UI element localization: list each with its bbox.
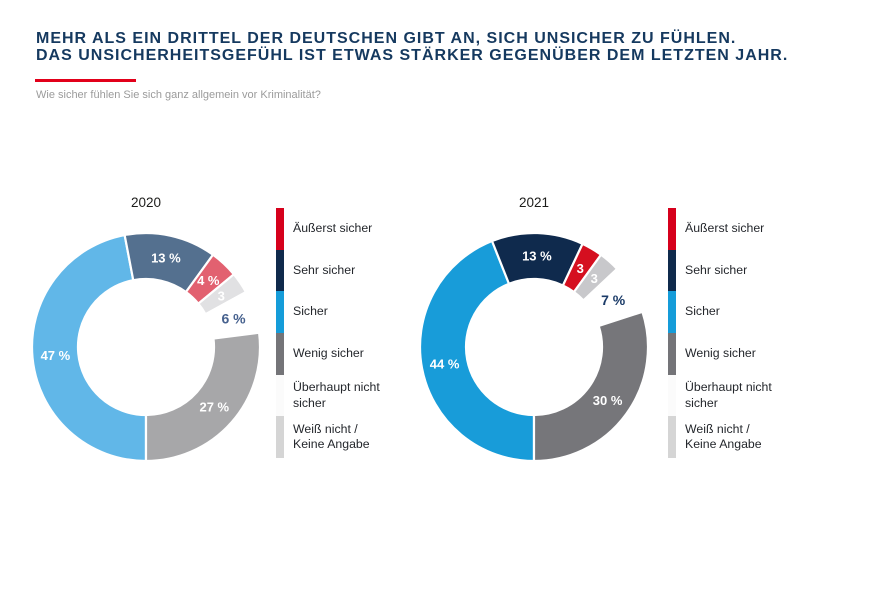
donut-chart-2021: 2021 44 % 13 % 3 3 7 % 30 % xyxy=(414,196,654,467)
donut-chart-2020-svg: 47 % 13 % 4 %3 6 % 27 % xyxy=(30,231,262,463)
legend-label: Äußerst sicher xyxy=(685,221,765,236)
legend-swatch xyxy=(276,374,284,417)
legend-label: Wenig sicher xyxy=(293,346,364,361)
legend-2021: Äußerst sicher Sehr sicher Sicher Wenig sic… xyxy=(668,208,808,459)
segment-value-label: 3 xyxy=(218,288,225,303)
legend-swatch xyxy=(668,208,676,250)
chart-year-label: 2021 xyxy=(518,195,550,210)
legend-swatch xyxy=(276,333,284,375)
legend-swatch xyxy=(276,208,284,250)
legend-item: Sehr sicher xyxy=(668,249,808,292)
chart-year-label: 2020 xyxy=(130,195,162,210)
legend-item: Sehr sicher xyxy=(276,249,416,292)
segment-value-label: 13 % xyxy=(522,249,552,264)
donut-segment-wenig-sicher xyxy=(532,310,650,463)
legend-label: Äußerst sicher xyxy=(293,221,373,236)
segment-value-label: 3 xyxy=(591,271,598,286)
segment-value-label: 7 % xyxy=(601,292,626,308)
legend-item: Sicher xyxy=(276,291,416,334)
segment-value-label: 27 % xyxy=(199,400,229,415)
legend-item: Wenig sicher xyxy=(276,333,416,375)
legend-label: Sicher xyxy=(685,304,720,319)
segment-value-label: 3 xyxy=(577,261,584,276)
segment-value-label: 13 % xyxy=(151,251,181,266)
legend-label: Weiß nicht / Keine Angabe xyxy=(685,421,762,452)
legend-item: Überhaupt nicht sicher xyxy=(668,374,808,417)
legend-swatch xyxy=(668,416,676,459)
legend-item: Äußerst sicher xyxy=(276,208,416,250)
donut-chart-2020: 2020 47 % 13 % 4 % 3 6 % 27 % xyxy=(26,196,266,467)
legend-item: Äußerst sicher xyxy=(668,208,808,250)
donut-segment-wenig-sicher xyxy=(144,331,262,463)
legend-item: Weiß nicht / Keine Angabe xyxy=(276,416,416,459)
segment-value-label: 47 % xyxy=(41,348,71,363)
legend-swatch xyxy=(668,333,676,375)
legend-label: Überhaupt nicht sicher xyxy=(685,380,772,410)
donut-segment-sicher xyxy=(30,233,148,463)
segment-value-label: 6 % xyxy=(221,311,246,327)
donut-segment-sicher xyxy=(418,239,536,463)
legend-label: Überhaupt nicht sicher xyxy=(293,380,380,410)
legend-2020: Äußerst sicher Sehr sicher Sicher Wenig sic… xyxy=(276,208,416,459)
legend-swatch xyxy=(668,291,676,334)
legend-label: Sehr sicher xyxy=(685,262,748,277)
legend-label: Weiß nicht / Keine Angabe xyxy=(293,421,370,452)
legend-swatch xyxy=(668,249,676,292)
segment-value-label: 30 % xyxy=(593,393,623,408)
page-title-line2: DAS UNSICHERHEITSGEFÜHL IST ETWAS STÄRKE… xyxy=(36,47,789,64)
legend-swatch xyxy=(668,374,676,417)
segment-value-label: 44 % xyxy=(430,357,460,372)
page-title-line1: MEHR ALS EIN DRITTEL DER DEUTSCHEN GIBT … xyxy=(36,30,737,47)
legend-label: Sehr sicher xyxy=(293,262,356,277)
legend-label: Wenig sicher xyxy=(685,346,756,361)
legend-item: Überhaupt nicht sicher xyxy=(276,374,416,417)
legend-item: Weiß nicht / Keine Angabe xyxy=(668,416,808,459)
legend-swatch xyxy=(276,291,284,334)
legend-label: Sicher xyxy=(293,304,328,319)
survey-question: Wie sicher fühlen Sie sich ganz allgemei… xyxy=(36,89,321,101)
donut-chart-2021-svg: 44 %13 %337 %30 % xyxy=(418,231,650,463)
legend-item: Wenig sicher xyxy=(668,333,808,375)
page-title: MEHR ALS EIN DRITTEL DER DEUTSCHEN GIBT … xyxy=(36,30,788,64)
title-underline-accent xyxy=(35,79,136,82)
segment-value-label: 4 % xyxy=(197,273,220,288)
legend-swatch xyxy=(276,249,284,292)
legend-swatch xyxy=(276,416,284,459)
legend-item: Sicher xyxy=(668,291,808,334)
